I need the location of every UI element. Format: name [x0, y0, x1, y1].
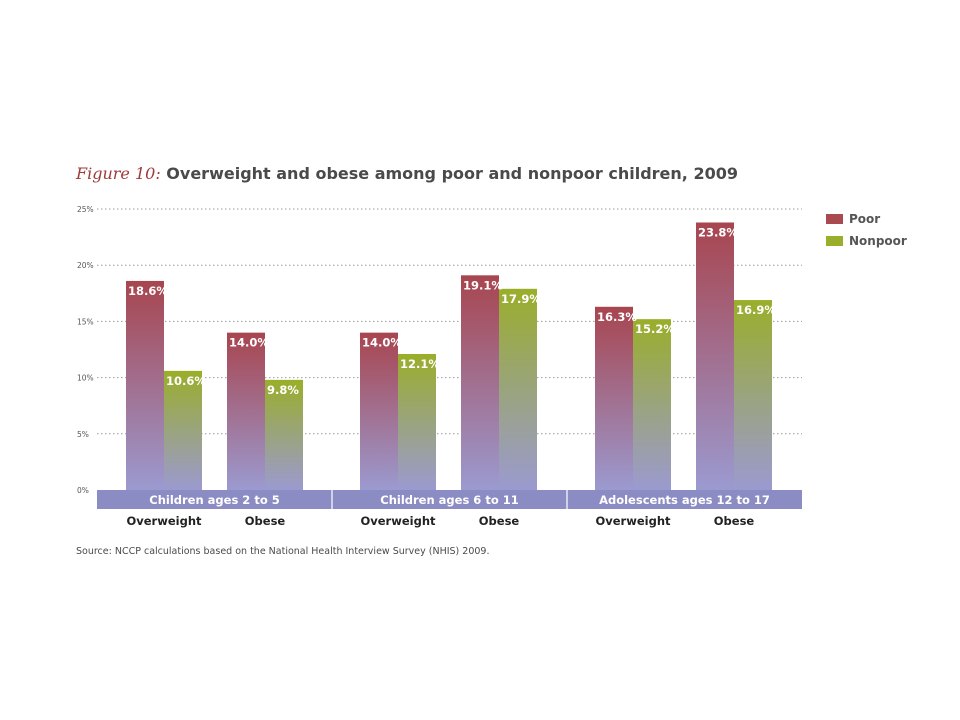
bar-value-label: 14.0% — [229, 336, 269, 350]
bar-poor — [126, 280, 164, 490]
y-tick-label: 25% — [77, 205, 94, 214]
gridlines: 0% 5% 10% 15% 20% 25% — [77, 205, 802, 495]
bar-value-label: 23.8% — [698, 225, 738, 239]
bar-value-label: 16.9% — [736, 303, 776, 317]
bar-value-label: 19.1% — [463, 278, 503, 292]
bar-value-label: 10.6% — [166, 374, 206, 388]
legend-item-poor: Poor — [826, 208, 907, 230]
bar-nonpoor — [633, 319, 671, 490]
y-tick-label: 10% — [77, 374, 94, 383]
bars — [126, 222, 772, 490]
legend-item-nonpoor: Nonpoor — [826, 230, 907, 252]
legend-label-poor: Poor — [849, 212, 881, 226]
bar-nonpoor — [265, 379, 303, 490]
group-label: Children ages 6 to 11 — [380, 493, 518, 507]
x-category-label: Overweight — [360, 514, 436, 528]
legend-label-nonpoor: Nonpoor — [849, 234, 907, 248]
bar-value-label: 9.8% — [267, 383, 299, 397]
legend-swatch-poor — [826, 214, 843, 224]
y-tick-label: 20% — [77, 261, 94, 270]
bar-poor — [595, 306, 633, 490]
bar-value-label: 12.1% — [400, 357, 440, 371]
x-category-label: Obese — [714, 514, 755, 528]
x-category-label: Overweight — [595, 514, 671, 528]
chart-title: Figure 10: Overweight and obese among po… — [76, 164, 738, 183]
bar-value-label: 18.6% — [128, 284, 168, 298]
bar-poor — [360, 332, 398, 490]
x-category-label: Obese — [245, 514, 286, 528]
y-tick-label: 5% — [77, 430, 89, 439]
y-tick-label: 0% — [77, 486, 89, 495]
group-band: Children ages 2 to 5 Children ages 6 to 1… — [97, 490, 802, 509]
bar-nonpoor — [499, 288, 537, 490]
figure-number: Figure 10: — [76, 164, 161, 183]
y-tick-label: 15% — [77, 317, 94, 326]
x-category-label: Overweight — [126, 514, 202, 528]
x-category-label: Obese — [479, 514, 520, 528]
bar-value-label: 16.3% — [597, 310, 637, 324]
group-label: Children ages 2 to 5 — [149, 493, 279, 507]
source-note: Source: NCCP calculations based on the N… — [76, 546, 490, 557]
legend: Poor Nonpoor — [826, 208, 907, 252]
group-band-bg — [97, 490, 802, 509]
bar-nonpoor — [398, 353, 436, 490]
legend-swatch-nonpoor — [826, 236, 843, 246]
bar-value-label: 14.0% — [362, 336, 402, 350]
group-label: Adolescents ages 12 to 17 — [599, 493, 770, 507]
bar-nonpoor — [734, 300, 772, 490]
bar-value-label: 17.9% — [501, 292, 541, 306]
bar-poor — [696, 222, 734, 490]
chart-title-text: Overweight and obese among poor and nonp… — [166, 164, 738, 183]
bar-poor — [227, 332, 265, 490]
bar-nonpoor — [164, 370, 202, 490]
bar-value-label: 15.2% — [635, 322, 675, 336]
labels: 18.6% 10.6% Overweight 14.0% 9.8% Obese 14.0% 1… — [126, 225, 776, 528]
bar-poor — [461, 275, 499, 490]
